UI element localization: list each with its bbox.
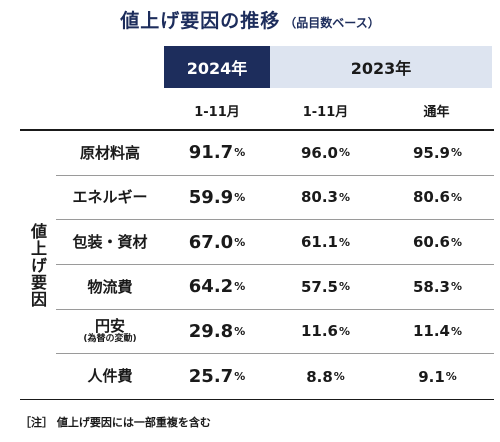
value-2023: 11.6% — [270, 310, 381, 354]
subheader-2024-period: 1-11月 — [194, 104, 240, 120]
value-2023-number: 57.5 — [300, 277, 338, 296]
row-label: 包装・資材 — [56, 220, 164, 264]
percent-sign: % — [338, 190, 351, 204]
value-2023-number: 96.0 — [300, 143, 338, 162]
percent-sign: % — [338, 280, 351, 294]
row-label: 人件費 — [56, 354, 164, 399]
side-label: 値上げ要因 — [20, 131, 54, 399]
table-row: 人件費 25.7% 8.8% 9.1% — [56, 354, 494, 399]
row-label: 原材料高 — [56, 131, 164, 175]
percent-sign: % — [234, 235, 246, 249]
value-2023-full-year-number: 9.1 — [418, 367, 445, 386]
percent-sign: % — [450, 280, 463, 294]
row-label-text: 円安 — [94, 316, 125, 335]
value-2024-number: 25.7 — [188, 366, 234, 388]
percent-sign: % — [338, 324, 351, 338]
row-label-text: 物流費 — [87, 277, 133, 296]
value-2023-number: 61.1 — [300, 233, 338, 252]
row-label-text: 包装・資材 — [72, 232, 148, 251]
value-2023-full-year: 58.3% — [381, 265, 494, 309]
value-2023-full-year-number: 60.6 — [412, 233, 450, 252]
value-2023-full-year-number: 95.9 — [412, 143, 450, 162]
value-2023-full-year: 9.1% — [381, 354, 494, 399]
percent-sign: % — [234, 190, 246, 204]
percent-sign: % — [234, 146, 246, 160]
value-2024-number: 64.2 — [188, 276, 234, 298]
value-2023: 61.1% — [270, 220, 381, 264]
value-2024: 59.9% — [164, 176, 270, 220]
row-label-text: エネルギー — [72, 188, 148, 207]
percent-sign: % — [234, 370, 246, 384]
table-bottom-rule — [20, 399, 494, 400]
side-label-text: 値上げ要因 — [28, 222, 47, 308]
value-2023: 57.5% — [270, 265, 381, 309]
value-2023-full-year: 11.4% — [381, 310, 494, 354]
value-2023-full-year: 80.6% — [381, 176, 494, 220]
value-2023-full-year-number: 80.6 — [412, 188, 450, 207]
percent-sign: % — [234, 324, 246, 338]
value-2023-number: 11.6 — [300, 322, 338, 341]
percent-sign: % — [234, 280, 246, 294]
title-subtitle: （品目数ベース） — [284, 16, 380, 30]
value-2024-number: 91.7 — [188, 142, 234, 164]
value-2023-full-year-number: 11.4 — [412, 322, 450, 341]
header-year-2023: 2023年 — [270, 46, 492, 88]
table-body: 原材料高 91.7% 96.0% 95.9% エネルギー 59.9% 80.3% 80.6% 包… — [56, 131, 494, 399]
percent-sign: % — [445, 370, 457, 384]
value-2023-full-year-number: 58.3 — [412, 277, 450, 296]
subheader-2023-period: 1-11月 — [302, 104, 349, 120]
row-label: 物流費 — [56, 265, 164, 309]
value-2023: 80.3% — [270, 176, 381, 220]
value-2024: 29.8% — [164, 310, 270, 354]
row-label-text: 原材料高 — [79, 143, 140, 162]
value-2023: 8.8% — [270, 354, 381, 399]
value-2024-number: 29.8 — [188, 320, 234, 342]
table-row: 円安 (為替の変動) 29.8% 11.6% 11.4% — [56, 310, 494, 355]
value-2023-number: 80.3 — [300, 188, 338, 207]
percent-sign: % — [450, 190, 463, 204]
table-row: 包装・資材 67.0% 61.1% 60.6% — [56, 220, 494, 265]
percent-sign: % — [333, 370, 345, 384]
row-label-note: (為替の変動) — [83, 334, 137, 345]
row-label: 円安 (為替の変動) — [56, 310, 164, 354]
footnote: ［注］ 値上げ要因には一部重複を含む — [20, 416, 211, 429]
value-2023-number: 8.8 — [306, 367, 333, 386]
title-text: 値上げ要因の推移 — [120, 10, 281, 32]
header-year-2024: 2024年 — [164, 46, 270, 88]
value-2024: 25.7% — [164, 354, 270, 399]
value-2024-number: 59.9 — [188, 186, 234, 208]
percent-sign: % — [450, 324, 463, 338]
value-2023-full-year: 60.6% — [381, 220, 494, 264]
value-2023: 96.0% — [270, 131, 381, 175]
percent-sign: % — [338, 146, 351, 160]
value-2024: 91.7% — [164, 131, 270, 175]
table-row: エネルギー 59.9% 80.3% 80.6% — [56, 176, 494, 221]
table-row: 原材料高 91.7% 96.0% 95.9% — [56, 131, 494, 176]
value-2023-full-year: 95.9% — [381, 131, 494, 175]
table-row: 物流費 64.2% 57.5% 58.3% — [56, 265, 494, 310]
page-title: 値上げ要因の推移 （品目数ベース） — [0, 6, 500, 33]
percent-sign: % — [450, 235, 463, 249]
table-top-rule — [20, 129, 494, 131]
value-2024: 67.0% — [164, 220, 270, 264]
value-2024: 64.2% — [164, 265, 270, 309]
row-label: エネルギー — [56, 176, 164, 220]
row-label-text: 人件費 — [87, 367, 133, 386]
value-2024-number: 67.0 — [188, 231, 234, 253]
percent-sign: % — [450, 146, 463, 160]
percent-sign: % — [338, 235, 351, 249]
subheader-2023-full-year: 通年 — [423, 104, 450, 120]
